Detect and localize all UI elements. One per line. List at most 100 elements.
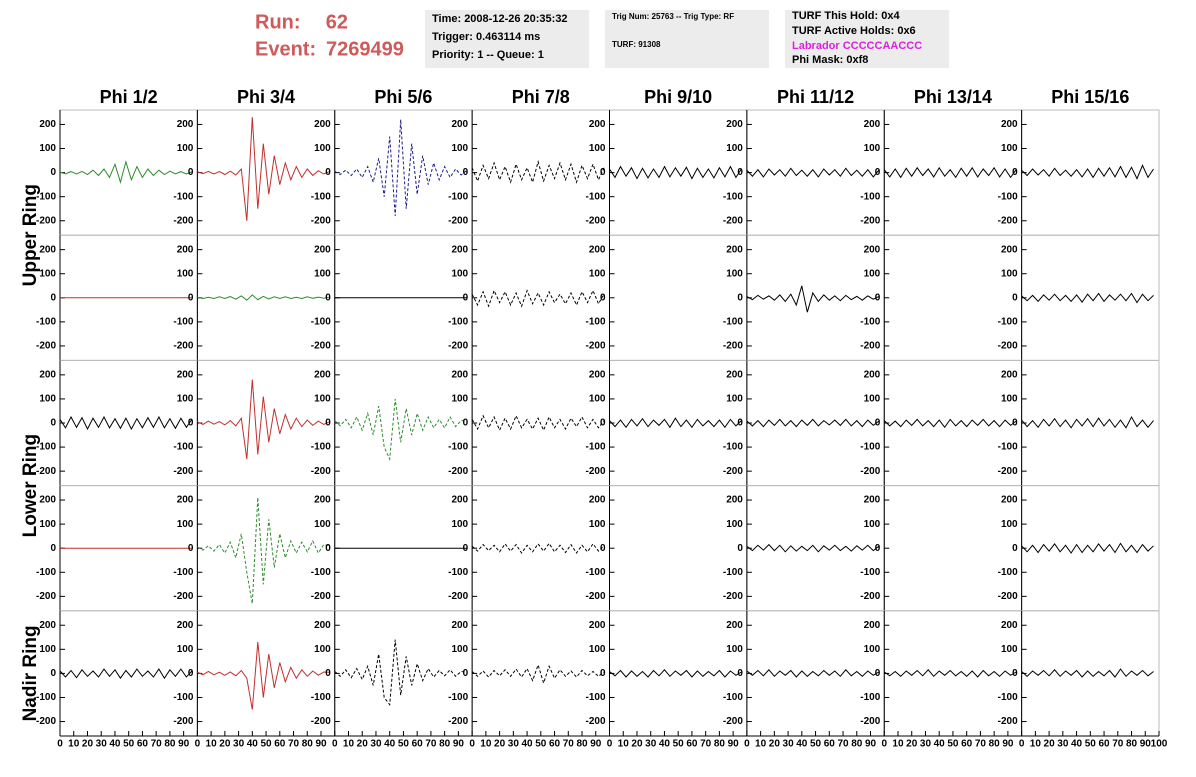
y-tick-label: -100 bbox=[585, 692, 605, 703]
y-tick-label: 200 bbox=[177, 495, 194, 506]
y-tick-label: -200 bbox=[36, 466, 56, 477]
info-line: TURF: 91308 bbox=[612, 40, 661, 49]
column-title: Phi 15/16 bbox=[1051, 87, 1129, 107]
y-tick-label: -200 bbox=[311, 341, 331, 352]
run-label: Run: bbox=[255, 11, 301, 33]
x-tick-label: 10 bbox=[755, 739, 767, 750]
y-tick-label: 100 bbox=[451, 519, 468, 530]
waveform bbox=[746, 167, 880, 178]
x-tick-label: 60 bbox=[412, 739, 424, 750]
y-tick-label: 100 bbox=[177, 143, 194, 154]
y-tick-label: 200 bbox=[726, 620, 743, 631]
y-tick-label: -200 bbox=[585, 215, 605, 226]
y-tick-label: 100 bbox=[864, 519, 881, 530]
column-title: Phi 11/12 bbox=[777, 87, 854, 107]
x-tick-label: 0 bbox=[607, 739, 613, 750]
y-tick-label: -200 bbox=[448, 341, 468, 352]
column-title: Phi 9/10 bbox=[644, 87, 712, 107]
y-tick-label: 100 bbox=[864, 644, 881, 655]
info-line: Labrador CCCCCAACCC bbox=[792, 40, 922, 52]
y-tick-label: -100 bbox=[585, 191, 605, 202]
x-tick-label: 0 bbox=[332, 739, 338, 750]
y-tick-label: 200 bbox=[589, 620, 606, 631]
y-tick-label: -200 bbox=[448, 716, 468, 727]
y-tick-label: -100 bbox=[448, 692, 468, 703]
waveform bbox=[746, 543, 880, 553]
waveform bbox=[609, 417, 742, 429]
x-tick-label: 80 bbox=[439, 739, 451, 750]
y-tick-label: -100 bbox=[173, 442, 193, 453]
y-tick-label: 0 bbox=[600, 167, 606, 178]
y-tick-label: 200 bbox=[451, 119, 468, 130]
y-tick-label: -100 bbox=[448, 191, 468, 202]
x-tick-label: 20 bbox=[631, 739, 643, 750]
y-tick-label: 100 bbox=[589, 394, 606, 405]
y-tick-label: -100 bbox=[723, 442, 743, 453]
y-tick-label: -100 bbox=[860, 567, 880, 578]
y-tick-label: -100 bbox=[36, 317, 56, 328]
y-tick-label: -200 bbox=[998, 716, 1018, 727]
waveform bbox=[59, 159, 193, 185]
y-tick-label: 200 bbox=[1001, 620, 1018, 631]
y-tick-label: -200 bbox=[448, 591, 468, 602]
x-tick-label: 80 bbox=[1126, 739, 1138, 750]
y-tick-label: -100 bbox=[585, 567, 605, 578]
waveform bbox=[334, 398, 467, 462]
y-tick-label: 100 bbox=[451, 394, 468, 405]
y-tick-label: -100 bbox=[723, 317, 743, 328]
y-tick-label: -200 bbox=[585, 591, 605, 602]
y-tick-label: -200 bbox=[36, 215, 56, 226]
y-tick-label: 200 bbox=[864, 495, 881, 506]
waveform bbox=[471, 289, 605, 308]
info-line: Time: 2008-12-26 20:35:32 bbox=[432, 13, 568, 25]
y-tick-label: -200 bbox=[448, 215, 468, 226]
y-tick-label: -200 bbox=[448, 466, 468, 477]
x-tick-label: 60 bbox=[274, 739, 286, 750]
y-tick-label: -200 bbox=[585, 341, 605, 352]
y-tick-label: 100 bbox=[39, 143, 56, 154]
x-tick-label: 80 bbox=[989, 739, 1001, 750]
y-tick-label: -200 bbox=[36, 716, 56, 727]
x-tick-label: 90 bbox=[178, 739, 190, 750]
x-tick-label: 50 bbox=[810, 739, 822, 750]
y-tick-label: -100 bbox=[998, 317, 1018, 328]
y-tick-label: -100 bbox=[311, 317, 331, 328]
waveform bbox=[884, 669, 1017, 678]
y-tick-label: -200 bbox=[723, 215, 743, 226]
y-tick-label: -100 bbox=[311, 567, 331, 578]
y-tick-label: 100 bbox=[864, 143, 881, 154]
x-tick-label: 70 bbox=[975, 739, 987, 750]
y-tick-label: 200 bbox=[314, 620, 331, 631]
waveform bbox=[746, 285, 880, 313]
y-tick-label: 200 bbox=[864, 244, 881, 255]
y-tick-label: 200 bbox=[451, 244, 468, 255]
x-tick-label: 80 bbox=[576, 739, 588, 750]
x-tick-label: 40 bbox=[1071, 739, 1083, 750]
y-tick-label: 100 bbox=[177, 644, 194, 655]
x-tick-label: 30 bbox=[508, 739, 520, 750]
y-tick-label: 200 bbox=[451, 620, 468, 631]
y-tick-label: -200 bbox=[860, 716, 880, 727]
x-tick-label: 10 bbox=[618, 739, 630, 750]
y-tick-label: 200 bbox=[177, 119, 194, 130]
y-tick-label: -100 bbox=[998, 442, 1018, 453]
y-tick-label: 100 bbox=[589, 268, 606, 279]
x-tick-label: 20 bbox=[769, 739, 781, 750]
y-tick-label: 200 bbox=[39, 369, 56, 380]
y-tick-label: 100 bbox=[726, 519, 743, 530]
y-tick-label: 0 bbox=[1012, 543, 1018, 554]
info-box bbox=[605, 10, 769, 68]
y-tick-label: 100 bbox=[864, 268, 881, 279]
y-tick-label: 0 bbox=[1012, 292, 1018, 303]
x-tick-label: 90 bbox=[590, 739, 602, 750]
y-tick-label: -200 bbox=[173, 716, 193, 727]
x-tick-label: 40 bbox=[109, 739, 121, 750]
y-tick-label: 0 bbox=[1012, 167, 1018, 178]
waveform bbox=[197, 117, 330, 221]
y-tick-label: 0 bbox=[50, 292, 56, 303]
y-tick-label: 100 bbox=[451, 143, 468, 154]
y-tick-label: 200 bbox=[451, 495, 468, 506]
waveform bbox=[334, 119, 467, 216]
